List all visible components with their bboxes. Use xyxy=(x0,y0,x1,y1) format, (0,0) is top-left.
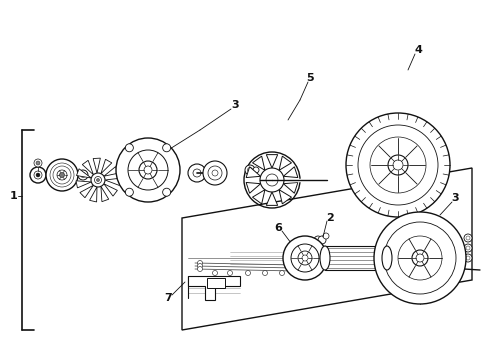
Circle shape xyxy=(36,161,40,165)
Circle shape xyxy=(139,161,157,179)
Circle shape xyxy=(78,170,88,180)
Circle shape xyxy=(193,169,201,177)
Circle shape xyxy=(125,144,133,152)
Circle shape xyxy=(263,270,268,275)
Circle shape xyxy=(384,222,456,294)
Circle shape xyxy=(59,172,65,177)
Circle shape xyxy=(80,172,85,177)
Circle shape xyxy=(125,188,133,196)
Circle shape xyxy=(197,261,202,266)
Circle shape xyxy=(266,174,278,186)
Circle shape xyxy=(128,150,168,190)
Circle shape xyxy=(197,266,202,271)
Circle shape xyxy=(46,159,78,191)
Bar xyxy=(207,278,225,288)
Polygon shape xyxy=(252,156,265,170)
Polygon shape xyxy=(246,167,261,177)
Circle shape xyxy=(208,166,222,180)
Circle shape xyxy=(30,167,46,183)
Polygon shape xyxy=(267,192,278,205)
Polygon shape xyxy=(279,190,292,204)
Circle shape xyxy=(370,137,426,193)
Text: 4: 4 xyxy=(414,45,422,55)
Polygon shape xyxy=(283,183,298,193)
Circle shape xyxy=(298,251,312,265)
Circle shape xyxy=(212,170,218,176)
Polygon shape xyxy=(246,183,261,193)
Circle shape xyxy=(283,236,327,280)
Text: 7: 7 xyxy=(164,293,172,303)
Circle shape xyxy=(393,160,403,170)
Polygon shape xyxy=(101,159,112,174)
Text: 3: 3 xyxy=(231,100,239,110)
Text: 6: 6 xyxy=(274,223,282,233)
Circle shape xyxy=(302,255,308,261)
Circle shape xyxy=(388,155,408,175)
Circle shape xyxy=(53,166,71,184)
Circle shape xyxy=(314,236,322,244)
Circle shape xyxy=(227,270,232,275)
Text: 3: 3 xyxy=(451,193,459,203)
Circle shape xyxy=(466,246,470,250)
Circle shape xyxy=(323,233,329,239)
Circle shape xyxy=(466,236,470,240)
Circle shape xyxy=(188,164,206,182)
Circle shape xyxy=(116,138,180,202)
Circle shape xyxy=(346,113,450,217)
Polygon shape xyxy=(76,181,91,188)
Circle shape xyxy=(466,256,470,260)
Polygon shape xyxy=(76,169,91,178)
Circle shape xyxy=(163,144,171,152)
Circle shape xyxy=(398,236,442,280)
Ellipse shape xyxy=(320,246,330,270)
Circle shape xyxy=(464,254,472,262)
Circle shape xyxy=(95,176,101,184)
Circle shape xyxy=(91,173,105,187)
Circle shape xyxy=(57,170,67,180)
Circle shape xyxy=(464,234,472,242)
Polygon shape xyxy=(104,184,118,196)
Polygon shape xyxy=(283,167,298,177)
Polygon shape xyxy=(80,185,94,198)
Circle shape xyxy=(416,254,424,262)
Polygon shape xyxy=(188,276,240,300)
Circle shape xyxy=(358,125,438,205)
Circle shape xyxy=(163,188,171,196)
Circle shape xyxy=(144,166,152,174)
Circle shape xyxy=(253,167,259,173)
Polygon shape xyxy=(279,156,292,170)
Text: 5: 5 xyxy=(306,73,314,83)
Polygon shape xyxy=(252,190,265,204)
Circle shape xyxy=(97,179,99,181)
Circle shape xyxy=(197,264,202,269)
Circle shape xyxy=(464,244,472,252)
Polygon shape xyxy=(90,187,97,202)
Circle shape xyxy=(36,173,40,177)
Circle shape xyxy=(260,168,284,192)
Text: 1: 1 xyxy=(10,191,18,201)
Ellipse shape xyxy=(382,246,392,270)
Circle shape xyxy=(374,212,466,304)
Circle shape xyxy=(446,265,452,271)
Circle shape xyxy=(245,165,255,175)
Circle shape xyxy=(203,161,227,185)
Circle shape xyxy=(279,270,285,275)
Polygon shape xyxy=(93,158,100,173)
Circle shape xyxy=(291,244,319,272)
Polygon shape xyxy=(82,160,94,175)
Circle shape xyxy=(245,270,250,275)
Circle shape xyxy=(318,236,326,244)
Polygon shape xyxy=(105,178,120,185)
Circle shape xyxy=(34,159,42,167)
Polygon shape xyxy=(101,186,109,202)
Bar xyxy=(325,246,387,270)
Text: 2: 2 xyxy=(326,213,334,223)
Circle shape xyxy=(412,250,428,266)
Polygon shape xyxy=(104,167,119,176)
Circle shape xyxy=(34,171,42,179)
Circle shape xyxy=(247,167,252,172)
Polygon shape xyxy=(267,155,278,168)
Circle shape xyxy=(213,270,218,275)
Circle shape xyxy=(50,163,74,187)
